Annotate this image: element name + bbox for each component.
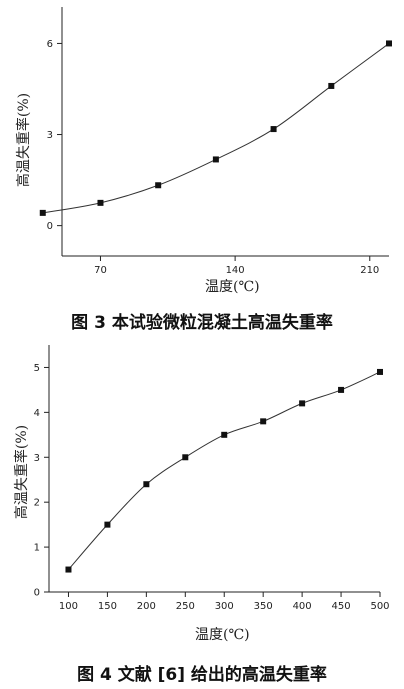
chart-2-data-point [221, 431, 228, 438]
chart-2-plot: 0 1 2 3 4 5 100 150 200 250 300 350 400 450 500 [34, 345, 390, 612]
chart-2-data-point [182, 454, 189, 461]
chart-2-y-tick-label: 2 [34, 498, 40, 509]
chart-1-data-point [212, 156, 219, 163]
chart-2-y-tick-label: 4 [34, 408, 40, 419]
chart-1-data-point [328, 82, 335, 89]
chart-2-x-tick-label: 300 [215, 601, 234, 612]
chart-2-y-axis-label: 高温失重率(%) [14, 424, 30, 520]
chart-1-data-point [386, 40, 392, 47]
chart-2-data-point [104, 521, 111, 528]
chart-2-x-tick-label: 150 [98, 601, 117, 612]
chart-2-data-point [65, 566, 72, 573]
chart-1-axes: 0 3 6 70 140 210 [47, 7, 389, 276]
figure-4-caption: 图 4 文献 [6] 给出的高温失重率 [77, 665, 327, 685]
chart-2-data-point [377, 368, 383, 375]
chart-2-x-tick-label: 200 [137, 601, 156, 612]
chart-2-y-tick-label: 1 [34, 543, 40, 554]
chart-2-data-point [143, 481, 150, 488]
chart-1-x-tick-label: 140 [226, 265, 245, 276]
chart-1-y-tick-label: 3 [47, 130, 53, 141]
chart-1-data-point [270, 126, 277, 133]
chart-2-x-tick-label: 100 [59, 601, 78, 612]
chart-2-series-line [68, 371, 381, 570]
chart-2-y-tick-label: 0 [34, 588, 40, 599]
chart-2-data-point [260, 418, 267, 425]
chart-1-x-axis-label: 温度(℃) [205, 279, 260, 295]
chart-1-data-point [39, 209, 46, 216]
chart-2-x-axis-label: 温度(℃) [195, 627, 250, 643]
figure-3: 0 3 6 70 140 210 温度(℃) 高温失重率(%) 图 3 本试验微粒混凝土高… [0, 0, 404, 340]
chart-2-axes: 0 1 2 3 4 5 100 150 200 250 300 350 400 450 500 [34, 345, 390, 612]
chart-2-data-point [338, 386, 345, 393]
chart-1-plot: 0 3 6 70 140 210 [39, 7, 392, 276]
chart-2-x-tick-label: 500 [370, 601, 389, 612]
chart-2-x-tick-label: 250 [176, 601, 195, 612]
chart-1-x-tick-label: 210 [360, 265, 379, 276]
chart-1-y-axis-label: 高温失重率(%) [16, 92, 32, 188]
chart-2-x-tick-label: 350 [254, 601, 273, 612]
chart-2-data-point [299, 400, 306, 407]
chart-2-y-tick-label: 5 [34, 363, 40, 374]
chart-1-y-tick-label: 6 [47, 39, 53, 50]
chart-1-series-line [42, 43, 390, 214]
chart-1-data-point [97, 199, 104, 206]
figure-4: 0 1 2 3 4 5 100 150 200 250 300 350 400 450 500 温度(℃) … [0, 340, 404, 689]
chart-1-data-point [155, 182, 162, 189]
chart-2-x-tick-label: 450 [332, 601, 351, 612]
figure-3-caption: 图 3 本试验微粒混凝土高温失重率 [71, 313, 333, 333]
chart-2-y-tick-label: 3 [34, 453, 40, 464]
chart-2-x-tick-label: 400 [293, 601, 312, 612]
chart-1-y-tick-label: 0 [47, 221, 53, 232]
chart-1-x-tick-label: 70 [94, 265, 107, 276]
